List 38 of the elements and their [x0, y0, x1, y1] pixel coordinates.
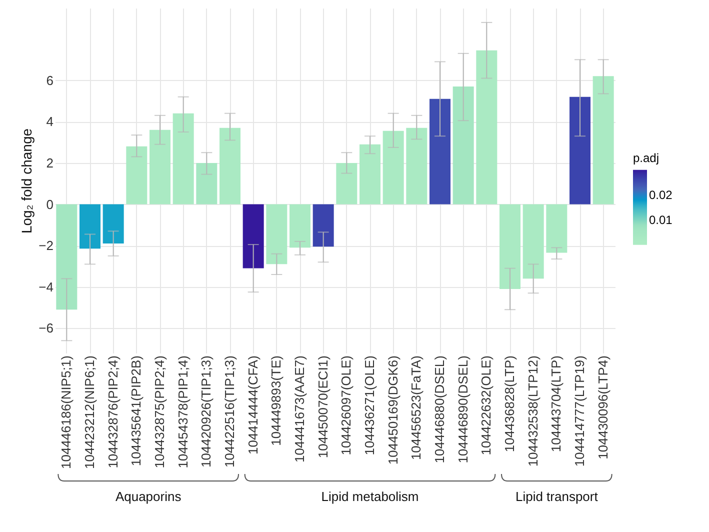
x-tick-label: 104423212(NIP6;1) — [82, 356, 97, 469]
x-tick-label: 104414777(LTP19) — [572, 356, 587, 467]
x-tick-label: 104422632(OLE) — [478, 356, 494, 456]
y-tick-label: 6 — [46, 72, 54, 88]
y-tick-label: 4 — [46, 114, 54, 130]
x-tick-label: 104430096(LTP4) — [595, 356, 610, 460]
x-tick-label: 104432875(PIP2;4) — [152, 356, 167, 468]
text: Lipid transport — [515, 489, 598, 504]
x-tick-label: 104450169(DGK6) — [385, 356, 400, 465]
x-tick-label: 104441673(AAE7) — [292, 356, 307, 462]
x-tick-label: 104446890(DSEL) — [455, 356, 470, 464]
x-tick-label: 104432538(LTP12) — [525, 356, 540, 467]
y-tick-label: 2 — [46, 155, 54, 170]
x-tick-label: 104443704(LTP) — [548, 356, 564, 452]
x-tick-label: 104436271(OLE) — [362, 356, 377, 456]
x-tick-label: 104426097(OLE) — [338, 356, 354, 456]
y-tick-label: −4 — [38, 279, 54, 294]
x-tick-label: 104446880(DSEL) — [432, 356, 447, 464]
text: Aquaporins — [115, 489, 182, 504]
x-tick-label: 104456523(FaTA) — [408, 356, 424, 460]
text: Lipid metabolism — [321, 489, 419, 504]
x-tick-label: 104420926(TIP1;3) — [198, 356, 214, 468]
x-tick-label: 104446186(NIP5;1) — [58, 356, 74, 469]
x-tick-label: 104454378(PIP1;4) — [175, 356, 190, 468]
x-tick-label: 104432876(PIP2;4) — [105, 356, 120, 468]
x-tick-label: 104450070(ECI1) — [315, 356, 330, 458]
color-bar-label: 0.02 — [649, 188, 673, 202]
x-tick-label: 104422516(TIP1;3) — [222, 356, 237, 468]
x-tick-label: 104435641(PIP2B) — [128, 356, 144, 466]
y-axis-title: Log₂ fold change — [18, 128, 35, 234]
color-bar-title: p.adj — [633, 150, 660, 165]
x-tick-label: 104414444(CFA) — [245, 356, 260, 455]
y-tick-label: −6 — [38, 320, 54, 336]
color-bar-label: 0.01 — [649, 212, 673, 227]
x-tick-label: 104449893(TE) — [268, 356, 284, 446]
x-tick-label: 104436828(LTP) — [502, 356, 517, 452]
y-tick-label: 0 — [46, 196, 54, 212]
y-tick-label: −2 — [38, 238, 54, 254]
